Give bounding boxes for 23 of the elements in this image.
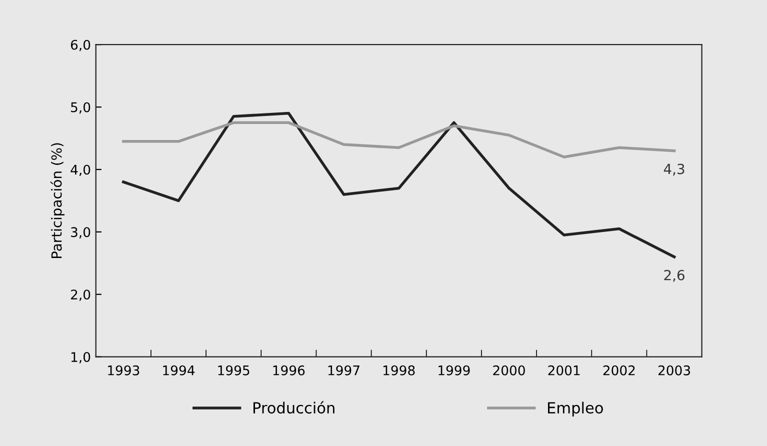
y-tick-label: 1,0 xyxy=(71,352,90,364)
y-tick-label: 3,0 xyxy=(71,227,90,238)
data-label: 4,3 xyxy=(664,164,684,176)
data-label: 2,6 xyxy=(664,270,684,282)
y-tick-label: 4,0 xyxy=(70,164,90,176)
x-tick-label: 2002 xyxy=(603,365,635,376)
x-tick-label: 2000 xyxy=(493,365,525,376)
x-tick-label: 1994 xyxy=(163,365,195,376)
y-tick-label: 2,0 xyxy=(71,290,90,301)
x-tick-label: 1996 xyxy=(273,365,305,376)
x-tick-label: 1995 xyxy=(218,365,250,376)
x-tick-label: 2001 xyxy=(548,365,580,376)
x-tick-label: 1997 xyxy=(328,365,360,376)
x-tick-label: 2003 xyxy=(658,365,690,376)
line-series xyxy=(122,121,676,158)
y-axis-title: Participación (%) xyxy=(50,143,64,258)
x-tick-label: 1998 xyxy=(384,365,415,376)
x-tick-label: 1993 xyxy=(108,365,140,376)
legend-label: Empleo xyxy=(548,402,603,417)
legend-label: Producción xyxy=(253,401,334,414)
y-tick-label: 6,0 xyxy=(70,40,90,52)
y-tick-label: 5,0 xyxy=(71,102,90,114)
x-tick-label: 1999 xyxy=(438,365,470,376)
